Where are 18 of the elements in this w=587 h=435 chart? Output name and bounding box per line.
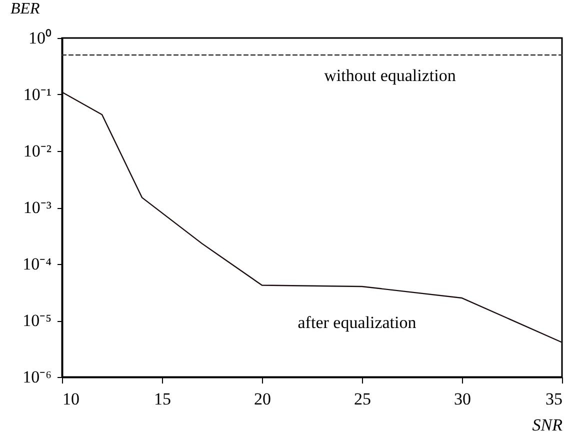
y-tick-label: 10⁰ (28, 28, 52, 48)
x-axis-title: SNR (532, 416, 564, 434)
annotation: without equaliztion (324, 66, 456, 85)
y-axis-title: BER (10, 0, 40, 18)
x-tick-label: 10 (62, 390, 80, 408)
y-tick-label: 10⁻¹ (23, 85, 52, 104)
y-tick-label: 10⁻⁵ (22, 311, 52, 330)
x-tick-label: 30 (454, 390, 471, 408)
y-tick-label: 10⁻² (23, 142, 52, 160)
x-tick-label: 25 (354, 390, 371, 408)
y-tick-label: 10⁻³ (23, 198, 52, 217)
y-tick-label: 10⁻⁶ (22, 368, 52, 386)
x-tick-label: 35 (546, 390, 562, 408)
x-tick-label: 15 (154, 390, 171, 408)
line-series (61, 92, 563, 343)
annotation: after equalization (298, 313, 417, 332)
y-tick-label: 10⁻⁴ (22, 254, 52, 274)
x-tick-label: 20 (254, 390, 271, 408)
